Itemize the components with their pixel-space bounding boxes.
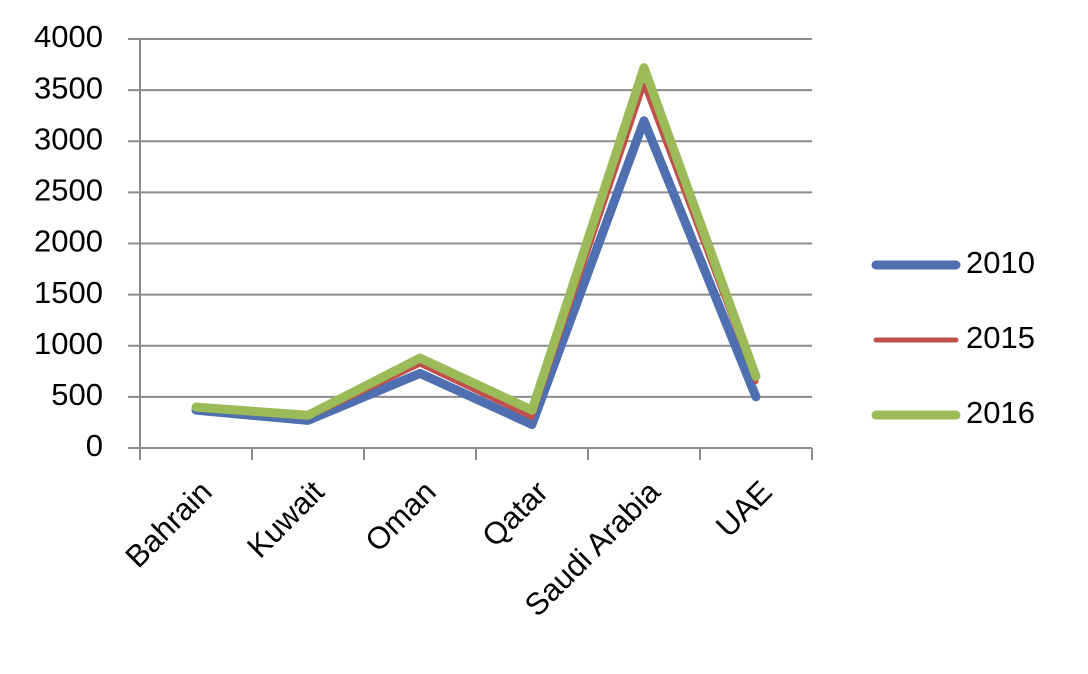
x-tick-label: UAE: [709, 474, 779, 544]
y-tick-label: 500: [51, 377, 103, 412]
y-tick-label: 1500: [34, 275, 103, 310]
y-tick-label: 1000: [34, 326, 103, 361]
legend-label: 2015: [966, 320, 1035, 355]
series-line: [191, 116, 761, 429]
x-tick-label: Kuwait: [240, 474, 331, 565]
y-tick-label: 3500: [34, 70, 103, 105]
y-tick-label: 2000: [34, 224, 103, 259]
legend-label: 2010: [966, 245, 1035, 280]
y-tick-label: 4000: [34, 19, 103, 54]
series-line: [191, 63, 761, 420]
y-tick-label: 3000: [34, 121, 103, 156]
x-tick-label: Bahrain: [118, 474, 218, 574]
x-tick-label: Qatar: [475, 474, 555, 554]
x-tick-label: Oman: [358, 474, 442, 558]
legend-label: 2016: [966, 395, 1035, 430]
y-tick-label: 0: [86, 428, 103, 463]
y-tick-label: 2500: [34, 173, 103, 208]
